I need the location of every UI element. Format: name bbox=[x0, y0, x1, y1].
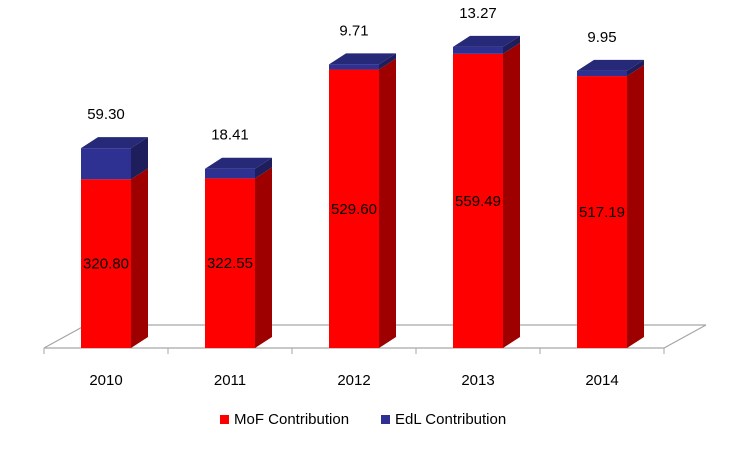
data-label: 9.95 bbox=[587, 29, 616, 46]
legend-label: EdL Contribution bbox=[395, 411, 506, 428]
bar-front bbox=[329, 64, 379, 70]
bar-segment bbox=[205, 167, 272, 348]
bar-side bbox=[379, 53, 396, 70]
bar-side bbox=[503, 42, 520, 348]
bar-segment bbox=[81, 168, 148, 348]
bar-top bbox=[453, 35, 520, 47]
legend-swatch bbox=[220, 415, 229, 424]
bar-front bbox=[577, 70, 627, 77]
bar-front bbox=[205, 168, 255, 179]
legend-label: MoF Contribution bbox=[234, 411, 349, 428]
bar-segment bbox=[577, 65, 644, 348]
data-label: 18.41 bbox=[211, 127, 249, 144]
x-axis: 2010 2011 2012 2013 2014 bbox=[43, 348, 665, 389]
bar-side bbox=[627, 65, 644, 348]
x-tick-label: 2013 bbox=[461, 372, 494, 389]
bar-front bbox=[329, 69, 379, 349]
data-label: 559.49 bbox=[455, 193, 501, 210]
bar-segment bbox=[453, 35, 520, 54]
bar-segment bbox=[577, 59, 644, 77]
bar-front bbox=[453, 53, 503, 348]
bar-front bbox=[81, 148, 131, 180]
data-label: 9.71 bbox=[339, 22, 368, 39]
bar-front bbox=[205, 178, 255, 348]
bar-segment bbox=[329, 53, 396, 70]
bar-side bbox=[503, 35, 520, 54]
bar-segment bbox=[329, 58, 396, 349]
x-tick-label: 2011 bbox=[214, 372, 246, 389]
bar-side bbox=[627, 59, 644, 77]
legend-swatch bbox=[381, 415, 390, 424]
bar-front bbox=[453, 46, 503, 54]
bar-top bbox=[329, 53, 396, 65]
x-tick-label: 2010 bbox=[89, 372, 122, 389]
bar-front bbox=[577, 76, 627, 348]
bar-side bbox=[131, 137, 148, 180]
data-label: 13.27 bbox=[459, 5, 497, 22]
bar-top bbox=[81, 137, 148, 149]
data-label: 517.19 bbox=[579, 204, 625, 221]
bar-side bbox=[379, 58, 396, 349]
bar-side bbox=[131, 168, 148, 348]
x-tick-label: 2014 bbox=[585, 372, 618, 389]
bar-side bbox=[255, 167, 272, 348]
bar-segment bbox=[81, 137, 148, 180]
bar-segment bbox=[205, 157, 272, 179]
data-label: 59.30 bbox=[87, 106, 125, 123]
legend: MoF Contribution EdL Contribution bbox=[220, 411, 506, 428]
legend-item: MoF Contribution bbox=[220, 411, 349, 428]
legend-item: EdL Contribution bbox=[381, 411, 506, 428]
bar-segment bbox=[453, 42, 520, 348]
x-tick-label: 2012 bbox=[337, 372, 370, 389]
bar-side bbox=[255, 157, 272, 179]
data-labels: 320.80 59.30 322.55 18.41 529.60 9.71 559.49 13… bbox=[83, 5, 625, 273]
bars bbox=[81, 35, 644, 349]
bar-front bbox=[81, 179, 131, 348]
data-label: 529.60 bbox=[331, 201, 377, 218]
bar-top bbox=[577, 59, 644, 71]
bar-top bbox=[205, 157, 272, 169]
data-label: 322.55 bbox=[207, 255, 253, 272]
data-label: 320.80 bbox=[83, 256, 129, 273]
